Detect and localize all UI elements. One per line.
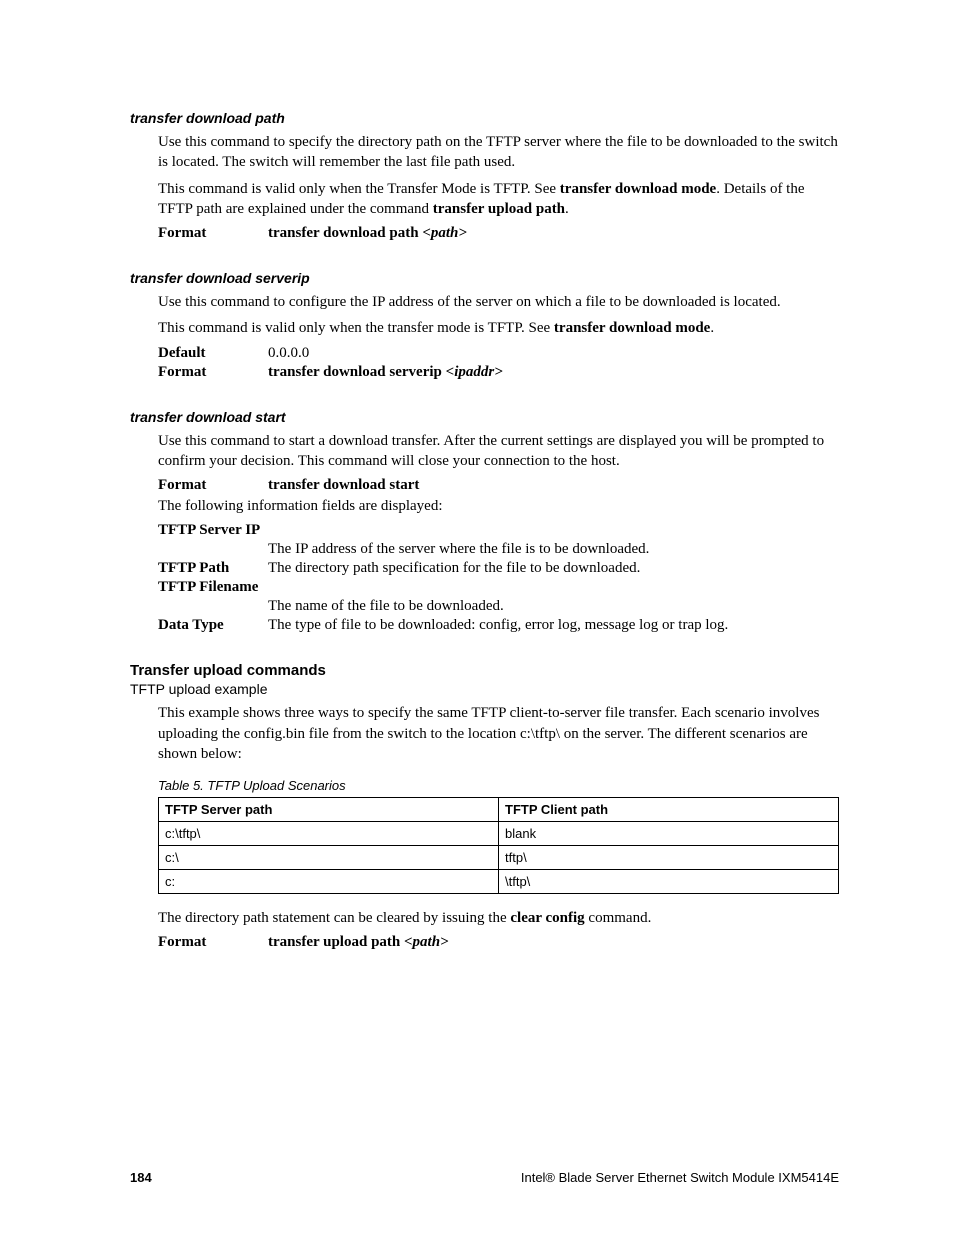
field-label: Data Type	[158, 617, 268, 634]
format-value: transfer download start	[268, 477, 839, 494]
paragraph: The following information fields are dis…	[158, 496, 839, 516]
format-value: transfer upload path <path>	[268, 934, 839, 951]
table-row: c:\ tftp\	[159, 846, 839, 870]
cell: blank	[499, 822, 839, 846]
field-desc: The name of the file to be downloaded.	[268, 598, 839, 615]
format-row: Format transfer download serverip <ipadd…	[158, 364, 839, 381]
format-row: Format transfer download start	[158, 477, 839, 494]
arg-path: <path>	[404, 934, 449, 950]
table-caption: Table 5. TFTP Upload Scenarios	[158, 778, 839, 793]
paragraph: This example shows three ways to specify…	[158, 703, 839, 764]
text: .	[565, 201, 569, 217]
document-page: transfer download path Use this command …	[0, 0, 954, 1235]
text: command.	[585, 910, 652, 926]
text: This command is valid only when the Tran…	[158, 181, 560, 197]
table-tftp-upload-scenarios: TFTP Server path TFTP Client path c:\tft…	[158, 797, 839, 894]
field-label: TFTP Path	[158, 560, 268, 577]
footer-text: Intel® Blade Server Ethernet Switch Modu…	[521, 1170, 839, 1185]
cell: c:\	[159, 846, 499, 870]
arg-ipaddr: <ipaddr>	[446, 364, 503, 380]
section-transfer-download-serverip: transfer download serverip Use this comm…	[130, 270, 839, 381]
page-footer: 184 Intel® Blade Server Ethernet Switch …	[130, 1170, 839, 1185]
section-heading: Transfer upload commands	[130, 662, 839, 679]
label-format: Format	[158, 934, 268, 951]
ref-transfer-download-mode: transfer download mode	[560, 181, 716, 197]
default-row: Default 0.0.0.0	[158, 345, 839, 362]
format-row: Format transfer upload path <path>	[158, 934, 839, 951]
section-transfer-download-path: transfer download path Use this command …	[130, 110, 839, 242]
field-data-type: Data Type The type of file to be downloa…	[158, 617, 839, 634]
section-title: transfer download path	[130, 110, 839, 126]
default-value: 0.0.0.0	[268, 345, 839, 362]
col-server-path: TFTP Server path	[159, 798, 499, 822]
table-row: c: \tftp\	[159, 870, 839, 894]
section-transfer-download-start: transfer download start Use this command…	[130, 409, 839, 635]
field-desc: The directory path specification for the…	[268, 560, 839, 577]
section-title: transfer download serverip	[130, 270, 839, 286]
page-number: 184	[130, 1170, 152, 1185]
ref-transfer-upload-path: transfer upload path	[433, 201, 565, 217]
label-format: Format	[158, 364, 268, 381]
field-tftp-server-ip: TFTP Server IP The IP address of the ser…	[158, 522, 839, 558]
cell: c:	[159, 870, 499, 894]
format-value: transfer download serverip <ipaddr>	[268, 364, 839, 381]
arg-path: <path>	[422, 225, 467, 241]
subheading: TFTP upload example	[130, 681, 839, 697]
col-client-path: TFTP Client path	[499, 798, 839, 822]
field-tftp-path: TFTP Path The directory path specificati…	[158, 560, 839, 577]
text: This command is valid only when the tran…	[158, 320, 554, 336]
paragraph: This command is valid only when the Tran…	[158, 179, 839, 220]
paragraph: Use this command to specify the director…	[158, 132, 839, 173]
paragraph: The directory path statement can be clea…	[158, 908, 839, 928]
field-label: TFTP Filename	[158, 579, 839, 596]
field-desc: The type of file to be downloaded: confi…	[268, 617, 839, 634]
ref-clear-config: clear config	[510, 910, 584, 926]
paragraph: Use this command to configure the IP add…	[158, 292, 839, 312]
table-header-row: TFTP Server path TFTP Client path	[159, 798, 839, 822]
label-format: Format	[158, 477, 268, 494]
paragraph: This command is valid only when the tran…	[158, 318, 839, 338]
field-tftp-filename: TFTP Filename The name of the file to be…	[158, 579, 839, 615]
label-format: Format	[158, 225, 268, 242]
text: .	[710, 320, 714, 336]
section-title: transfer download start	[130, 409, 839, 425]
table-row: c:\tftp\ blank	[159, 822, 839, 846]
text: The directory path statement can be clea…	[158, 910, 510, 926]
field-desc: The IP address of the server where the f…	[268, 541, 839, 558]
paragraph: Use this command to start a download tra…	[158, 431, 839, 472]
cmd: transfer download serverip	[268, 364, 446, 380]
cell: tftp\	[499, 846, 839, 870]
cmd: transfer upload path	[268, 934, 404, 950]
cmd: transfer download path	[268, 225, 422, 241]
format-value: transfer download path <path>	[268, 225, 839, 242]
cell: \tftp\	[499, 870, 839, 894]
cell: c:\tftp\	[159, 822, 499, 846]
format-row: Format transfer download path <path>	[158, 225, 839, 242]
section-transfer-upload-commands: Transfer upload commands TFTP upload exa…	[130, 662, 839, 951]
label-default: Default	[158, 345, 268, 362]
ref-transfer-download-mode: transfer download mode	[554, 320, 710, 336]
field-label: TFTP Server IP	[158, 522, 839, 539]
